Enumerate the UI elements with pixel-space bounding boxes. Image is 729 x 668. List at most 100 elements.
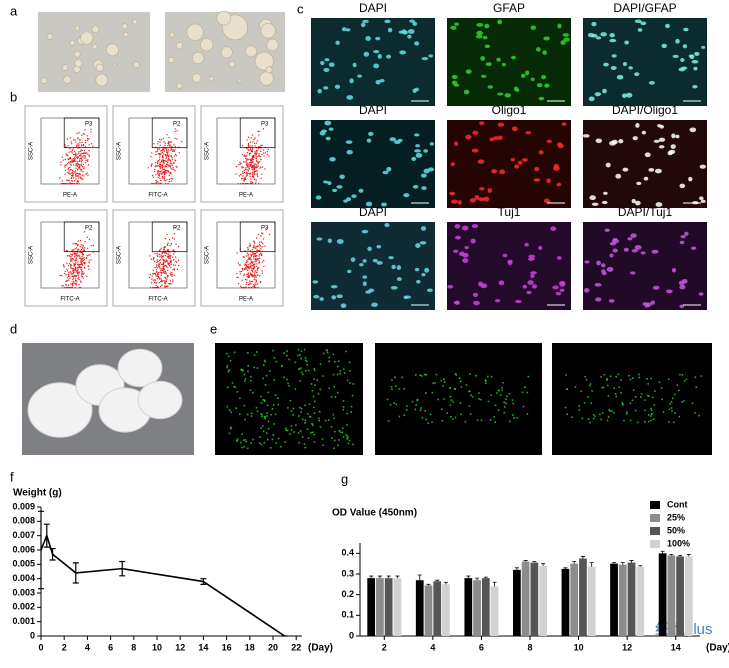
signal [471,395,474,398]
event-dot [257,175,259,177]
event-dot [154,168,156,170]
event-dot [157,176,159,179]
cell [377,53,382,59]
event-dot [265,229,267,231]
event-dot [70,257,72,259]
panel-label: e [210,321,217,336]
event-dot [61,180,64,182]
signal [673,421,675,424]
signal [606,379,608,381]
event-dot [245,167,247,169]
event-dot [245,175,247,177]
event-dot [256,155,258,158]
cell [484,23,490,29]
cell [515,88,520,92]
cell [387,27,393,33]
event-dot [258,255,260,257]
event-dot [156,165,158,167]
signal [427,422,429,424]
event-dot [175,261,178,263]
event-dot [178,152,181,154]
signal [346,438,348,440]
cell [343,199,348,203]
error-bar [638,565,643,567]
event-dot [256,249,258,251]
cell [329,157,336,162]
cell [603,191,608,195]
signal [503,411,506,414]
event-dot [261,144,263,146]
event-dot [65,284,68,286]
event-dot [164,166,166,168]
signal [319,426,322,428]
event-dot [83,248,85,250]
event-dot [253,275,255,277]
event-dot [75,268,77,270]
signal [668,408,671,411]
x-tick-label: 14 [198,642,208,652]
signal [564,406,567,409]
event-dot [70,150,72,153]
event-dot [166,153,168,155]
signal [236,439,239,442]
event-dot [80,281,82,283]
event-dot [176,130,178,132]
signal [607,416,610,418]
event-dot [162,168,164,171]
event-dot [164,147,166,150]
event-dot [161,280,164,282]
colony [61,64,69,71]
error-bar [492,581,497,587]
event-dot [159,271,161,273]
event-dot [67,163,69,165]
event-dot [159,249,161,251]
event-dot [251,161,253,163]
event-dot [250,165,252,167]
event-dot [64,270,66,273]
event-dot [258,260,260,262]
y-axis-label: SSC-A [205,142,211,160]
cell [604,228,610,232]
signal [236,438,239,440]
event-dot [74,268,76,270]
event-dot [260,281,262,283]
event-dot [64,144,66,146]
cell [464,245,469,250]
x-tick-label: 10 [574,642,584,652]
event-dot [168,256,170,258]
event-dot [254,277,256,279]
event-dot [152,287,154,289]
event-dot [81,149,83,151]
bar [376,578,384,636]
event-dot [246,154,248,156]
event-dot [161,256,163,258]
signal [674,412,676,414]
event-dot [77,250,79,252]
event-dot [75,275,77,278]
event-dot [164,250,166,252]
event-dot [82,245,84,247]
signal [263,441,266,444]
cell [543,36,550,41]
event-dot [81,275,83,277]
event-dot [163,250,165,252]
signal [306,360,308,363]
event-dot [80,263,83,265]
event-dot [156,273,159,276]
event-dot [172,281,174,283]
event-dot [76,153,78,155]
signal [452,401,454,403]
event-dot [154,279,156,281]
event-dot [160,172,162,174]
event-dot [80,161,83,163]
event-dot [71,180,73,182]
signal [600,418,602,421]
cell [631,198,636,204]
event-dot [249,172,251,174]
event-dot [76,145,78,147]
colony [200,38,214,52]
signal [403,387,405,390]
signal [328,360,330,363]
event-dot [67,158,69,160]
signal [319,388,322,391]
